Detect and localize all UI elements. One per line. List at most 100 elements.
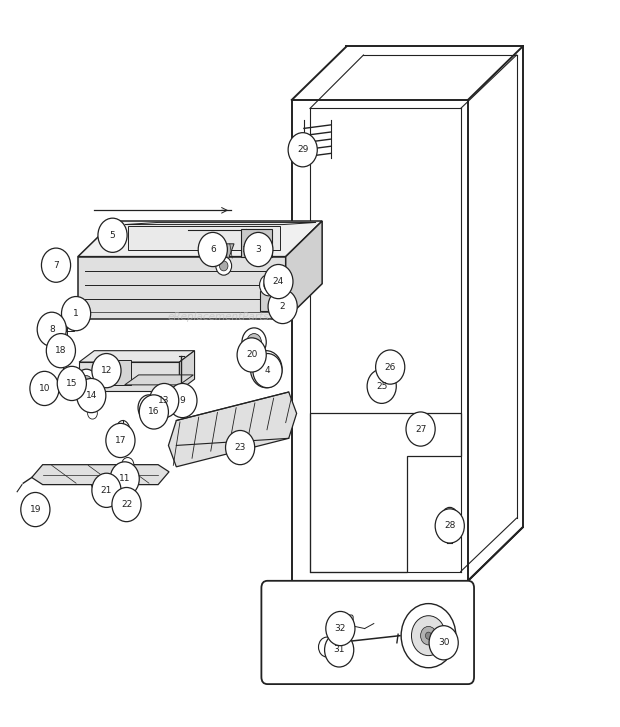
- Circle shape: [138, 395, 160, 420]
- Polygon shape: [78, 221, 322, 257]
- FancyBboxPatch shape: [241, 229, 272, 257]
- Circle shape: [112, 488, 141, 522]
- Text: 25: 25: [376, 382, 388, 391]
- Circle shape: [57, 366, 86, 401]
- Circle shape: [120, 494, 135, 511]
- FancyBboxPatch shape: [260, 291, 286, 311]
- Text: 11: 11: [119, 475, 130, 483]
- Text: 1: 1: [73, 309, 79, 318]
- Polygon shape: [32, 465, 169, 485]
- Text: 31: 31: [334, 646, 345, 654]
- Text: 10: 10: [38, 384, 50, 393]
- Polygon shape: [79, 350, 195, 362]
- Polygon shape: [210, 244, 234, 264]
- Polygon shape: [91, 485, 131, 493]
- Circle shape: [219, 261, 228, 271]
- Circle shape: [435, 509, 464, 543]
- Circle shape: [92, 353, 121, 387]
- Text: 4: 4: [265, 366, 270, 375]
- Circle shape: [87, 408, 97, 419]
- Circle shape: [250, 350, 282, 387]
- Circle shape: [260, 275, 278, 296]
- Text: 30: 30: [438, 638, 450, 647]
- Circle shape: [262, 364, 270, 374]
- Circle shape: [226, 430, 255, 465]
- Circle shape: [21, 492, 50, 526]
- Circle shape: [376, 350, 405, 384]
- Text: 16: 16: [148, 407, 159, 417]
- Circle shape: [429, 626, 458, 660]
- Polygon shape: [48, 386, 62, 392]
- Circle shape: [54, 340, 68, 356]
- Circle shape: [216, 257, 232, 275]
- Circle shape: [401, 603, 456, 667]
- Circle shape: [319, 637, 335, 657]
- Circle shape: [237, 338, 266, 372]
- Circle shape: [268, 289, 297, 324]
- Circle shape: [106, 423, 135, 457]
- Polygon shape: [179, 350, 195, 390]
- Polygon shape: [51, 324, 74, 332]
- Circle shape: [242, 328, 266, 356]
- Circle shape: [92, 473, 121, 507]
- Text: 2: 2: [280, 302, 285, 311]
- Circle shape: [81, 376, 92, 388]
- Circle shape: [46, 334, 76, 368]
- FancyBboxPatch shape: [331, 615, 353, 632]
- FancyBboxPatch shape: [262, 581, 474, 684]
- Text: 7: 7: [53, 261, 59, 270]
- Text: 26: 26: [384, 363, 396, 371]
- Circle shape: [442, 507, 458, 526]
- Circle shape: [77, 379, 106, 413]
- Text: eReplacementParts.com: eReplacementParts.com: [167, 312, 294, 322]
- Circle shape: [86, 388, 99, 403]
- Circle shape: [253, 353, 282, 387]
- Circle shape: [326, 611, 355, 646]
- Circle shape: [42, 248, 71, 282]
- FancyBboxPatch shape: [97, 360, 131, 385]
- Circle shape: [257, 358, 276, 381]
- Polygon shape: [286, 221, 322, 319]
- Text: 28: 28: [444, 521, 456, 531]
- Text: 22: 22: [121, 500, 132, 509]
- Text: 9: 9: [180, 396, 185, 405]
- Text: 5: 5: [110, 230, 115, 240]
- Text: 6: 6: [210, 245, 216, 254]
- Polygon shape: [125, 222, 316, 225]
- Text: 13: 13: [159, 396, 170, 405]
- Circle shape: [406, 412, 435, 446]
- Circle shape: [30, 371, 59, 406]
- Text: 32: 32: [335, 624, 346, 633]
- Text: 24: 24: [273, 277, 284, 286]
- Circle shape: [168, 383, 197, 417]
- Text: 12: 12: [101, 366, 112, 375]
- Text: 27: 27: [415, 425, 427, 433]
- Polygon shape: [169, 392, 296, 467]
- Circle shape: [325, 632, 354, 667]
- Circle shape: [264, 265, 293, 299]
- Circle shape: [412, 616, 446, 656]
- Circle shape: [288, 132, 317, 167]
- Circle shape: [244, 233, 273, 267]
- Text: 21: 21: [101, 486, 112, 495]
- Text: 3: 3: [255, 245, 261, 254]
- Polygon shape: [125, 375, 193, 385]
- Circle shape: [110, 462, 140, 496]
- Text: 18: 18: [55, 346, 66, 356]
- Circle shape: [149, 383, 179, 417]
- Text: 20: 20: [246, 350, 257, 359]
- Text: 15: 15: [66, 379, 78, 388]
- Polygon shape: [79, 362, 179, 390]
- Text: 23: 23: [234, 443, 246, 452]
- Circle shape: [122, 457, 134, 472]
- Circle shape: [425, 632, 432, 639]
- Circle shape: [143, 401, 154, 414]
- Circle shape: [367, 369, 396, 403]
- Text: 14: 14: [86, 391, 97, 400]
- Text: 29: 29: [297, 145, 308, 154]
- Text: 19: 19: [30, 505, 41, 514]
- Circle shape: [420, 627, 436, 645]
- Circle shape: [198, 233, 228, 267]
- Circle shape: [140, 395, 169, 429]
- Circle shape: [247, 334, 262, 350]
